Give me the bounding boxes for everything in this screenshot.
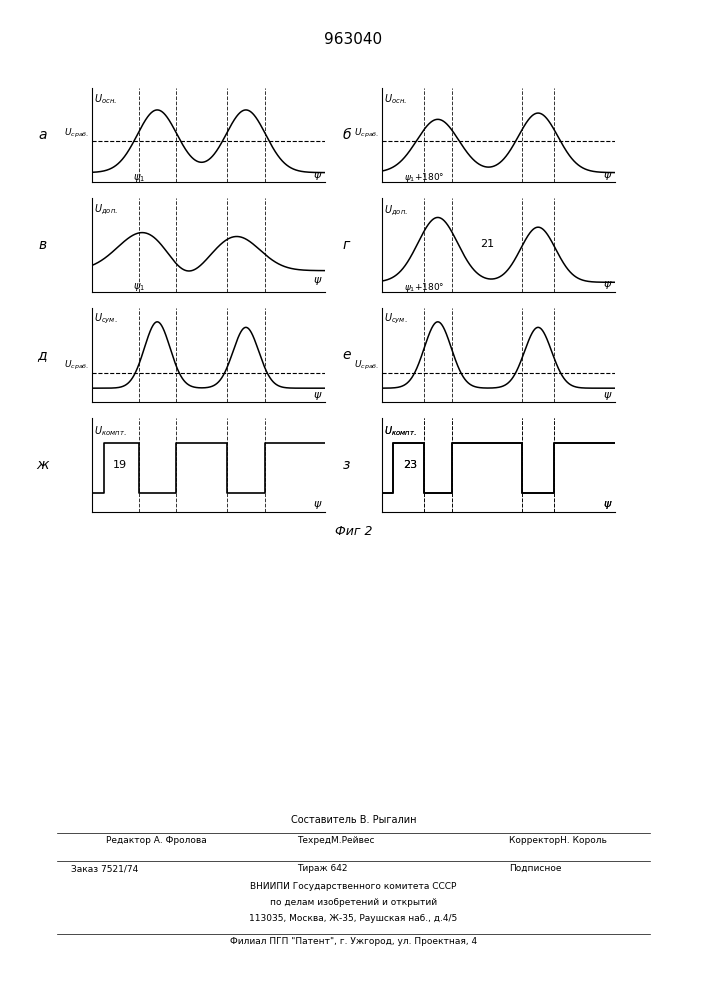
Text: $U_{сраб.}$: $U_{сраб.}$ [64,358,90,372]
Text: $U_{сраб.}$: $U_{сраб.}$ [354,127,380,140]
Text: Заказ 7521/74: Заказ 7521/74 [71,864,138,873]
Text: $U_{сраб.}$: $U_{сраб.}$ [64,127,90,140]
Text: ж: ж [36,458,49,472]
Text: $U_{компт.}$: $U_{компт.}$ [384,424,416,438]
Text: ВНИИПИ Государственного комитета СССР: ВНИИПИ Государственного комитета СССР [250,882,457,891]
Text: ψ: ψ [603,279,610,289]
Text: $U_{сраб.}$: $U_{сраб.}$ [354,358,380,372]
Text: $U_{осн.}$: $U_{осн.}$ [384,92,407,106]
Text: а: а [38,128,47,142]
Text: ТехредМ.Рейвес: ТехредМ.Рейвес [297,836,375,845]
Text: $ψ_1{+}180°$: $ψ_1{+}180°$ [404,281,444,294]
Text: в: в [38,238,47,252]
Text: $ψ_1{+}180°$: $ψ_1{+}180°$ [404,171,444,184]
Text: $U_{сум.}$: $U_{сум.}$ [384,312,408,326]
Text: Редактор А. Фролова: Редактор А. Фролова [106,836,207,845]
Text: д: д [37,348,47,362]
Text: 21: 21 [480,239,493,249]
Text: Филиал ПГП "Патент", г. Ужгород, ул. Проектная, 4: Филиал ПГП "Патент", г. Ужгород, ул. Про… [230,937,477,946]
Text: ψ: ψ [603,499,610,509]
Text: 19: 19 [113,460,127,470]
Text: г: г [343,238,350,252]
Text: Тираж 642: Тираж 642 [297,864,347,873]
Text: б: б [342,128,351,142]
Text: $U_{компт.}$: $U_{компт.}$ [384,424,416,438]
Text: Составитель В. Рыгалин: Составитель В. Рыгалин [291,815,416,825]
Text: $U_{доп.}$: $U_{доп.}$ [94,202,118,217]
Text: ψ: ψ [603,170,610,180]
Text: 23: 23 [403,460,417,470]
Text: ψ: ψ [313,170,320,180]
Text: ψ: ψ [313,499,320,509]
Text: $U_{сум.}$: $U_{сум.}$ [94,312,118,326]
Text: 963040: 963040 [325,32,382,47]
Text: ψ: ψ [313,275,320,285]
Text: ψ: ψ [603,390,610,400]
Text: $ψ_1$: $ψ_1$ [132,281,145,293]
Text: $U_{доп.}$: $U_{доп.}$ [384,203,408,218]
Text: КорректорН. Король: КорректорН. Король [509,836,607,845]
Text: з: з [343,458,350,472]
Text: Подписное: Подписное [509,864,561,873]
Text: ψ: ψ [313,390,320,400]
Text: Фиг 2: Фиг 2 [334,525,373,538]
Text: ψ: ψ [603,499,610,509]
Text: $ψ_1$: $ψ_1$ [132,172,145,184]
Text: е: е [342,348,351,362]
Text: 23: 23 [403,460,417,470]
Text: 113035, Москва, Ж-35, Раушская наб., д.4/5: 113035, Москва, Ж-35, Раушская наб., д.4… [250,914,457,923]
Text: по делам изобретений и открытий: по делам изобретений и открытий [270,898,437,907]
Text: $U_{компт.}$: $U_{компт.}$ [94,424,127,438]
Text: $U_{осн.}$: $U_{осн.}$ [94,92,117,106]
